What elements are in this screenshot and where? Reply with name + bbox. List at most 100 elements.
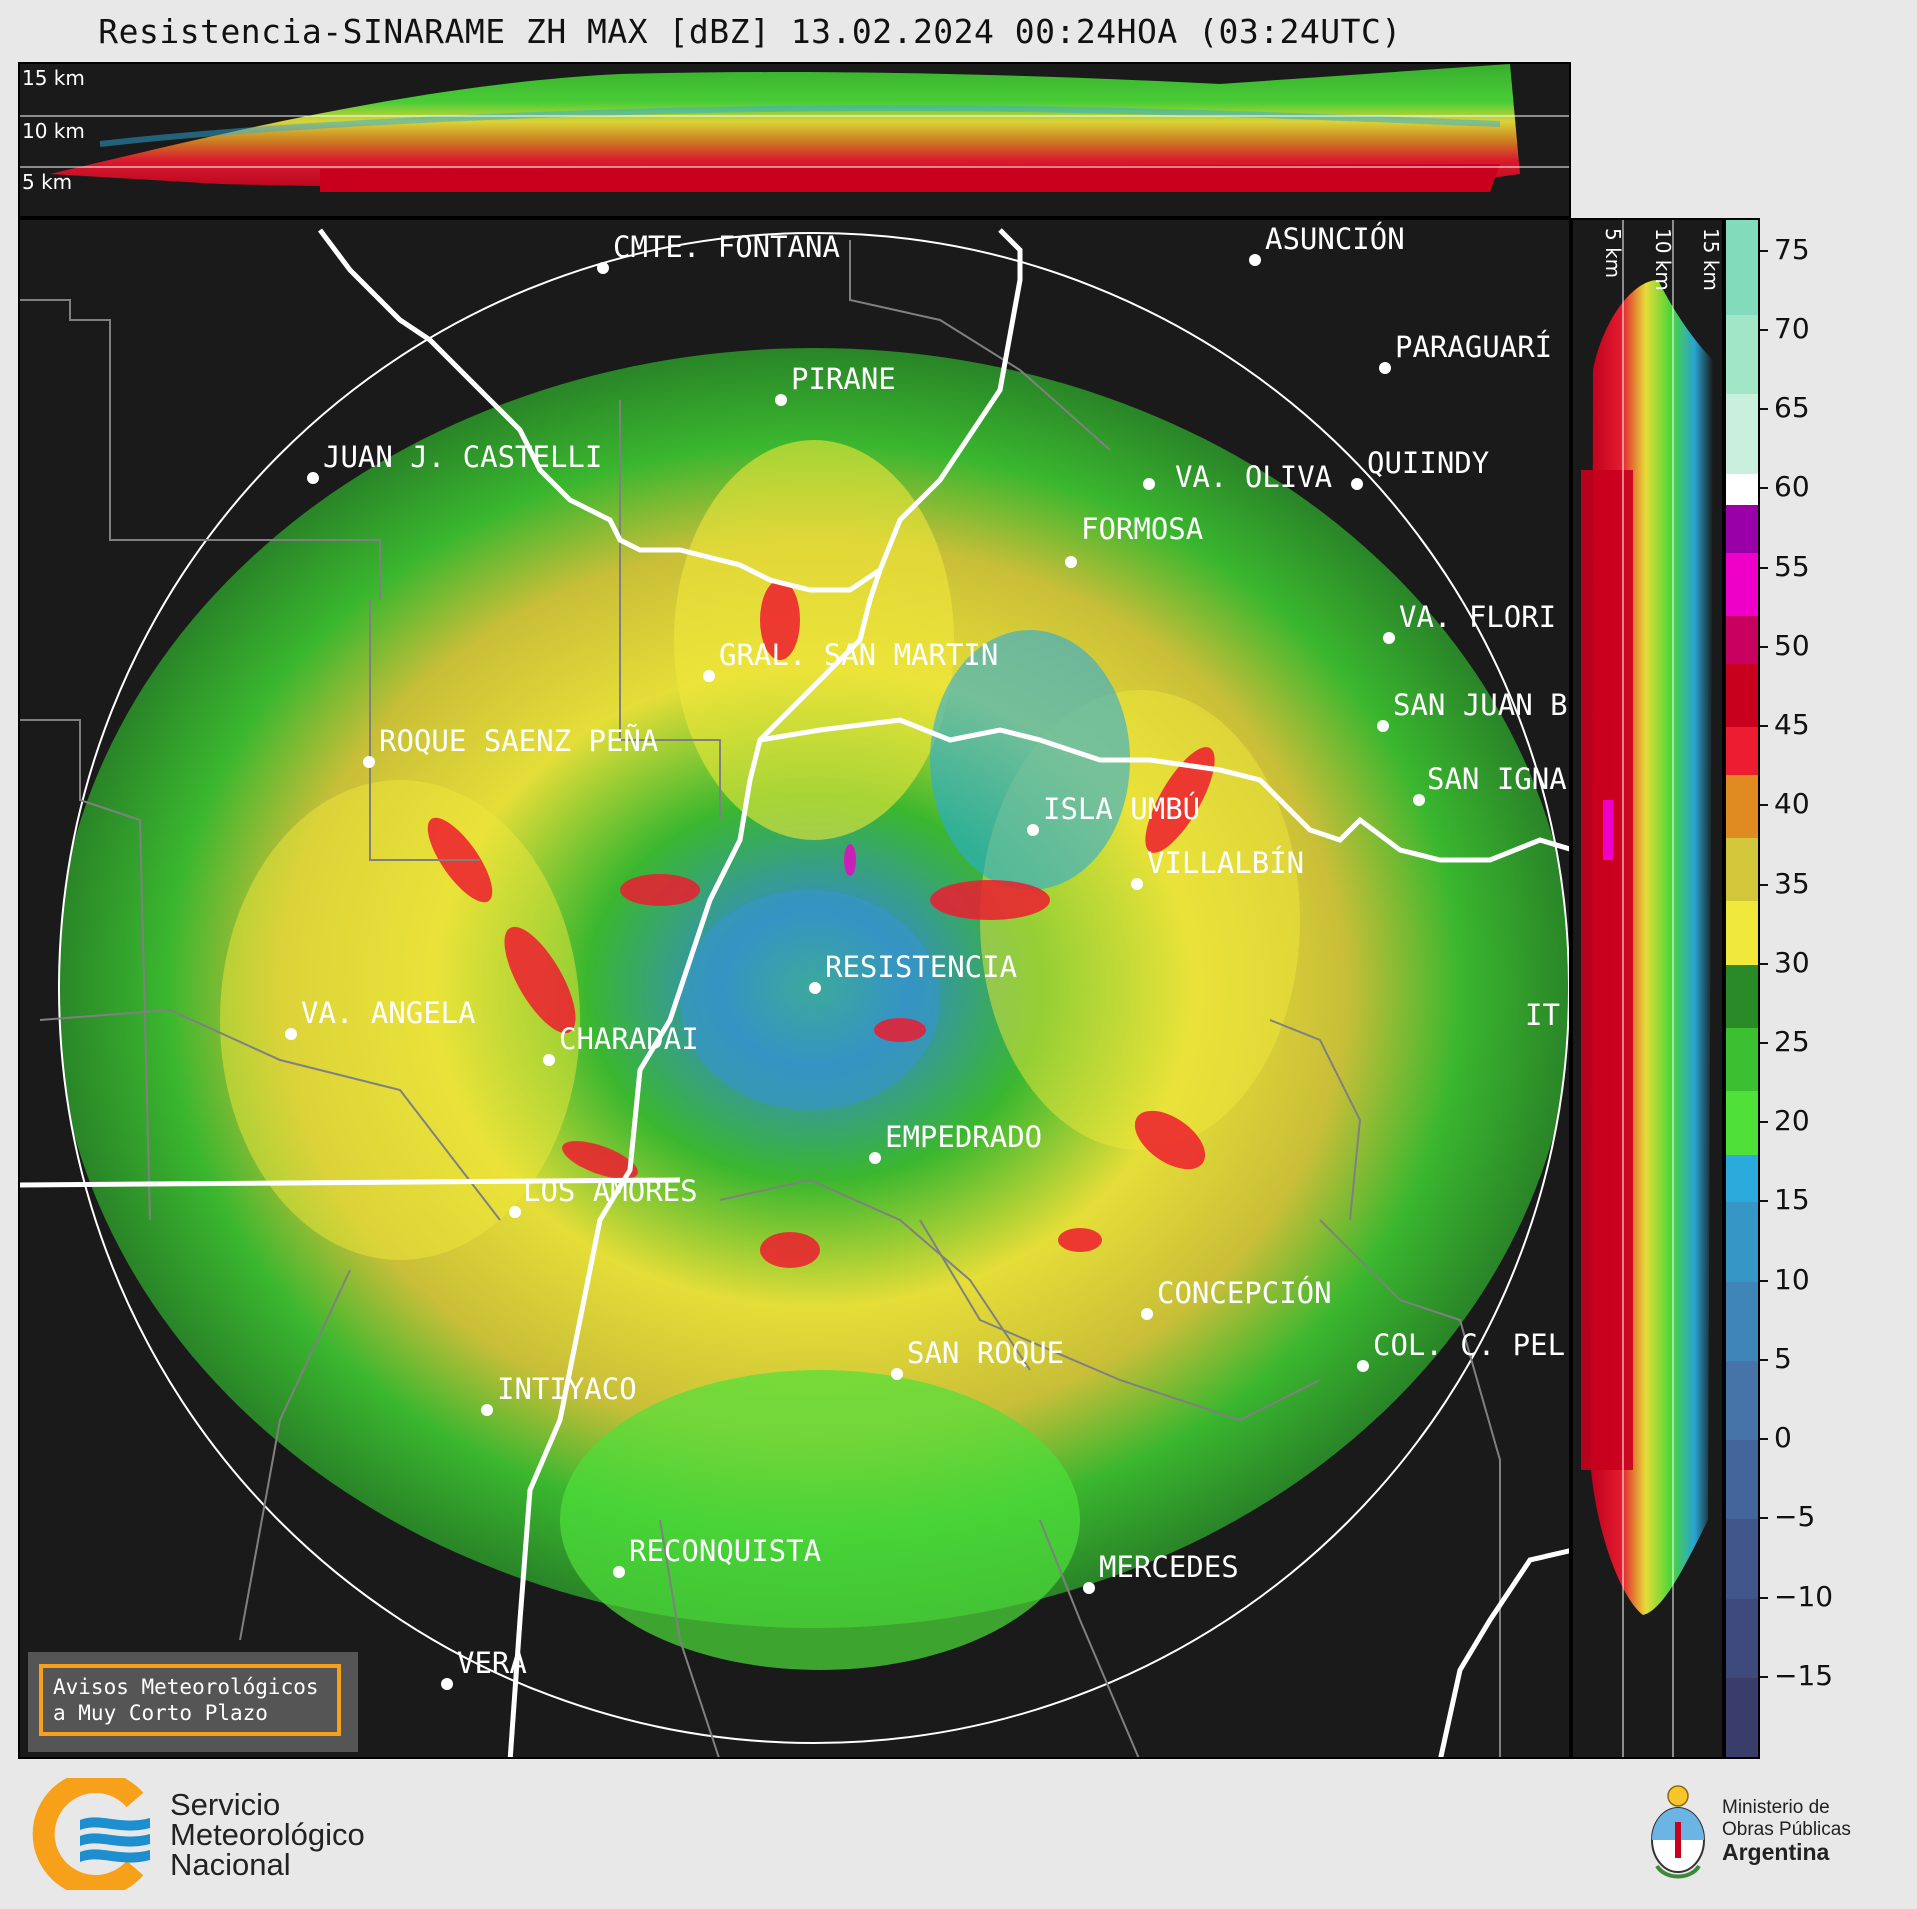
ministry-logo-text: Ministerio de Obras Públicas Argentina bbox=[1722, 1797, 1851, 1865]
colorbar-tick bbox=[1760, 408, 1768, 411]
city-marker-formosa bbox=[1065, 556, 1077, 568]
colorbar bbox=[1724, 218, 1760, 1759]
rivers-and-borders bbox=[20, 228, 1569, 1757]
colorbar-tick-label: 75 bbox=[1774, 232, 1810, 266]
city-label-vera: VERA bbox=[457, 1646, 527, 1680]
city-marker-va-flori bbox=[1383, 632, 1395, 644]
city-label-it: IT bbox=[1525, 998, 1560, 1032]
colorbar-tick bbox=[1760, 962, 1768, 965]
colorbar-tick bbox=[1760, 1517, 1768, 1520]
city-label-col-c-pel: COL. C. PEL bbox=[1373, 1328, 1566, 1362]
colorbar-segment bbox=[1726, 1202, 1758, 1282]
colorbar-tick-label: 25 bbox=[1774, 1024, 1810, 1058]
colorbar-tick bbox=[1760, 1121, 1768, 1124]
city-label-los-amores: LOS AMORES bbox=[523, 1174, 698, 1208]
city-label-concepcion: CONCEPCIÓN bbox=[1157, 1276, 1332, 1310]
altitude-label-5km: 5 km bbox=[22, 170, 73, 194]
smn-logo-text: Servicio Meteorológico Nacional bbox=[170, 1787, 365, 1882]
colorbar-tick-label: −5 bbox=[1774, 1500, 1816, 1534]
warning-box-frame: Avisos Meteorológicos a Muy Corto Plazo bbox=[39, 1664, 341, 1736]
city-label-resistencia: RESISTENCIA bbox=[825, 950, 1018, 984]
colorbar-tick bbox=[1760, 883, 1768, 886]
argentina-coat-of-arms-icon bbox=[1651, 1785, 1705, 1879]
city-marker-concepcion bbox=[1141, 1308, 1153, 1320]
city-marker-los-amores bbox=[509, 1206, 521, 1218]
warning-box[interactable]: Avisos Meteorológicos a Muy Corto Plazo bbox=[28, 1652, 358, 1752]
colorbar-tick-label: 20 bbox=[1774, 1104, 1810, 1138]
map-title: Resistencia-SINARAME ZH MAX [dBZ] 13.02.… bbox=[98, 12, 1402, 51]
city-label-villalbin: VILLALBÍN bbox=[1147, 846, 1305, 880]
city-label-va-angela: VA. ANGELA bbox=[301, 996, 476, 1030]
smn-logo-icon bbox=[32, 1778, 150, 1890]
warning-line-2: a Muy Corto Plazo bbox=[53, 1701, 268, 1725]
colorbar-segment bbox=[1726, 901, 1758, 965]
city-marker-empedrado bbox=[869, 1152, 881, 1164]
colorbar-segment bbox=[1726, 837, 1758, 902]
city-label-va-oliva: VA. OLIVA bbox=[1175, 460, 1333, 494]
city-label-paraguari: PARAGUARÍ bbox=[1395, 330, 1553, 364]
colorbar-tick-label: −10 bbox=[1774, 1579, 1834, 1613]
colorbar-tick bbox=[1760, 645, 1768, 648]
city-marker-charadai bbox=[543, 1054, 555, 1066]
colorbar-tick bbox=[1760, 1279, 1768, 1282]
colorbar-tick bbox=[1760, 328, 1768, 331]
colorbar-tick bbox=[1760, 1041, 1768, 1044]
radar-map: CMTE. FONTANA ASUNCIÓN PARAGUARÍ PIRANE … bbox=[18, 218, 1571, 1759]
city-label-cmte-fontana: CMTE. FONTANA bbox=[613, 230, 840, 264]
colorbar-tick bbox=[1760, 1596, 1768, 1599]
top-cross-section-image bbox=[20, 64, 1569, 192]
city-label-empedrado: EMPEDRADO bbox=[885, 1120, 1043, 1154]
city-label-isla-umbu: ISLA UMBÚ bbox=[1043, 792, 1201, 826]
city-marker-san-juan-b bbox=[1377, 720, 1389, 732]
city-marker-vera bbox=[441, 1678, 453, 1690]
ministry-line-3: Argentina bbox=[1722, 1839, 1830, 1865]
colorbar-tick-label: 70 bbox=[1774, 311, 1810, 345]
city-marker-reconquista bbox=[613, 1566, 625, 1578]
ministry-line-2: Obras Públicas bbox=[1722, 1819, 1851, 1840]
city-marker-villalbin bbox=[1131, 878, 1143, 890]
colorbar-segment bbox=[1726, 616, 1758, 664]
city-marker-san-roque bbox=[891, 1368, 903, 1380]
city-label-va-flori: VA. FLORI bbox=[1399, 600, 1557, 634]
colorbar-tick-label: 5 bbox=[1774, 1341, 1792, 1375]
ministry-line-1: Ministerio de bbox=[1722, 1797, 1830, 1818]
colorbar-segment bbox=[1726, 315, 1758, 395]
colorbar-tick-label: −15 bbox=[1774, 1658, 1834, 1692]
colorbar-tick-label: 10 bbox=[1774, 1262, 1810, 1296]
city-label-pirane: PIRANE bbox=[791, 362, 896, 396]
city-label-mercedes: MERCEDES bbox=[1099, 1550, 1239, 1584]
city-label-reconquista: RECONQUISTA bbox=[629, 1534, 822, 1568]
colorbar-segment bbox=[1726, 1281, 1758, 1361]
city-marker-intiyaco bbox=[481, 1404, 493, 1416]
city-label-formosa: FORMOSA bbox=[1081, 512, 1204, 546]
colorbar-segment bbox=[1726, 774, 1758, 838]
city-label-san-igna: SAN IGNA bbox=[1427, 762, 1567, 796]
side-altitude-label-5km: 5 km bbox=[1601, 228, 1625, 279]
smn-logo-line-3: Nacional bbox=[170, 1847, 291, 1882]
colorbar-tick-label: 0 bbox=[1774, 1421, 1792, 1455]
colorbar-tick bbox=[1760, 1200, 1768, 1203]
city-marker-va-angela bbox=[285, 1028, 297, 1040]
side-cross-section-image bbox=[1581, 220, 1713, 1757]
city-marker-mercedes bbox=[1083, 1582, 1095, 1594]
colorbar-tick-label: 15 bbox=[1774, 1183, 1810, 1217]
colorbar-tick-label: 45 bbox=[1774, 708, 1810, 742]
colorbar-tick bbox=[1760, 804, 1768, 807]
side-altitude-label-10km: 10 km bbox=[1651, 228, 1675, 291]
admin-boundaries bbox=[20, 240, 1501, 1757]
colorbar-tick-label: 40 bbox=[1774, 787, 1810, 821]
colorbar-segment bbox=[1726, 1598, 1758, 1678]
city-marker-cmte-fontana bbox=[597, 262, 609, 274]
city-label-gral-san-martin: GRAL. SAN MARTIN bbox=[719, 638, 999, 672]
smn-logo-line-1: Servicio bbox=[170, 1787, 281, 1822]
colorbar-segment bbox=[1726, 1091, 1758, 1155]
colorbar-segment bbox=[1726, 1154, 1758, 1203]
city-label-asuncion: ASUNCIÓN bbox=[1265, 222, 1405, 256]
colorbar-segment bbox=[1726, 1519, 1758, 1599]
colorbar-segment bbox=[1726, 552, 1758, 617]
city-label-charadai: CHARADAI bbox=[559, 1022, 699, 1056]
city-label-san-roque: SAN ROQUE bbox=[907, 1336, 1065, 1370]
city-marker-asuncion bbox=[1249, 254, 1261, 266]
radar-echo-layer bbox=[20, 228, 1569, 1757]
colorbar-segment bbox=[1726, 1360, 1758, 1441]
